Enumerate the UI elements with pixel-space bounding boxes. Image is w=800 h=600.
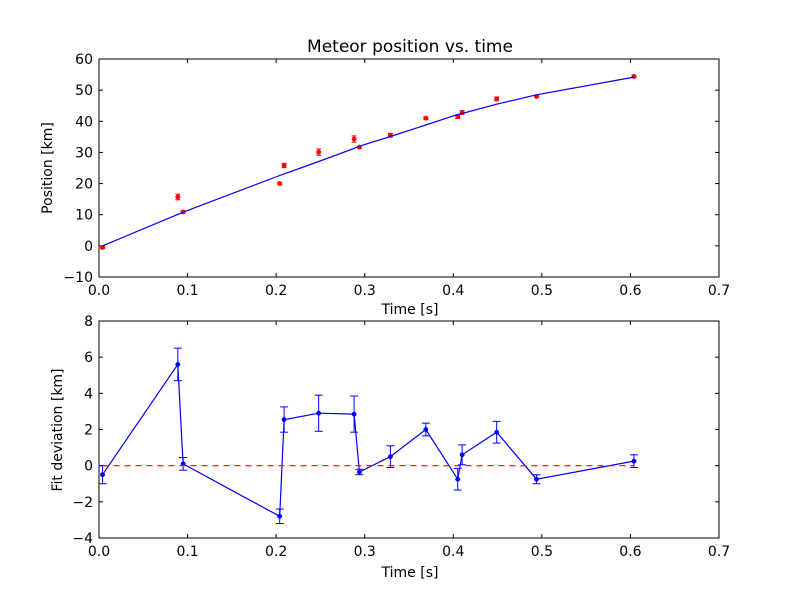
deviation-data-point — [356, 469, 362, 475]
position-x-tick-label: 0.6 — [619, 283, 641, 299]
position-data-point — [281, 163, 287, 168]
deviation-data-point — [387, 454, 393, 460]
deviation-x-tick-label: 0.5 — [531, 544, 553, 560]
position-y-tick-label: 30 — [75, 145, 93, 161]
position-y-tick-label: 50 — [75, 83, 93, 99]
deviation-x-tick-label: 0.7 — [708, 544, 730, 560]
position-data-point — [316, 149, 322, 155]
deviation-data-point — [175, 361, 181, 367]
deviation-data-point — [423, 427, 429, 432]
position-y-tick-label: 10 — [75, 208, 93, 224]
position-y-tick-label: 60 — [75, 52, 93, 68]
position-y-axis-label: Position [km] — [40, 122, 56, 214]
deviation-x-tick-label: 0.2 — [265, 544, 287, 560]
position-data-point — [100, 244, 105, 250]
deviation-data-point — [459, 452, 465, 458]
deviation-y-tick-label: 4 — [84, 386, 93, 402]
position-x-axis-label: Time [s] — [381, 302, 439, 318]
position-x-tick-label: 0.5 — [531, 283, 553, 299]
position-data-point — [277, 181, 283, 187]
chart-title: Meteor position vs. time — [307, 37, 513, 57]
deviation-data-point — [316, 410, 322, 416]
position-series-line — [102, 76, 635, 247]
deviation-y-tick-label: −2 — [72, 495, 93, 511]
deviation-y-tick-label: 0 — [84, 459, 93, 475]
position-x-tick-label: 0.1 — [176, 283, 198, 299]
position-y-tick-label: 20 — [75, 177, 93, 193]
position-panel: 0.0 0.1 0.2 0.3 0.4 0.5 0.6 0.7 −10 0 10 20 30 40 50 60 — [63, 52, 730, 299]
deviation-data-point — [100, 472, 105, 478]
position-data-point — [423, 115, 429, 121]
position-x-tick-label: 0.2 — [265, 283, 287, 299]
deviation-data-point — [534, 476, 539, 482]
position-data-point — [351, 136, 357, 142]
position-y-tick-label: 0 — [84, 239, 93, 255]
deviation-y-axis-label: Fit deviation [km] — [50, 368, 66, 491]
position-axes-frame — [98, 58, 720, 278]
position-data-point — [175, 194, 181, 200]
position-y-tick-label: 40 — [75, 114, 93, 130]
position-x-tick-label: 0.3 — [354, 283, 376, 299]
deviation-x-tick-label: 0.0 — [88, 544, 110, 560]
deviation-data-point — [351, 411, 357, 417]
position-x-tick-label: 0.4 — [442, 283, 464, 299]
deviation-y-tick-label: 6 — [84, 350, 93, 366]
deviation-data-point — [281, 417, 287, 423]
position-x-tick-label: 0.7 — [708, 283, 730, 299]
deviation-panel: 0.0 0.1 0.2 0.3 0.4 0.5 0.6 0.7 −4 −2 0 2 4 6 8 — [72, 314, 730, 560]
position-y-tick-label: −10 — [63, 270, 93, 286]
position-data-point — [494, 96, 500, 102]
deviation-x-axis-label: Time [s] — [381, 565, 439, 581]
deviation-data-point — [455, 476, 461, 482]
deviation-y-tick-label: −4 — [72, 531, 93, 547]
deviation-x-tick-label: 0.6 — [619, 544, 641, 560]
deviation-data-point — [631, 458, 637, 464]
deviation-y-tick-label: 2 — [84, 423, 93, 439]
deviation-data-point — [277, 513, 283, 519]
deviation-x-tick-label: 0.4 — [442, 544, 464, 560]
deviation-x-tick-label: 0.3 — [354, 544, 376, 560]
deviation-y-tick-label: 8 — [84, 314, 93, 330]
position-x-tick-label: 0.0 — [88, 283, 110, 299]
deviation-data-point — [494, 429, 500, 435]
deviation-x-tick-label: 0.1 — [176, 544, 198, 560]
